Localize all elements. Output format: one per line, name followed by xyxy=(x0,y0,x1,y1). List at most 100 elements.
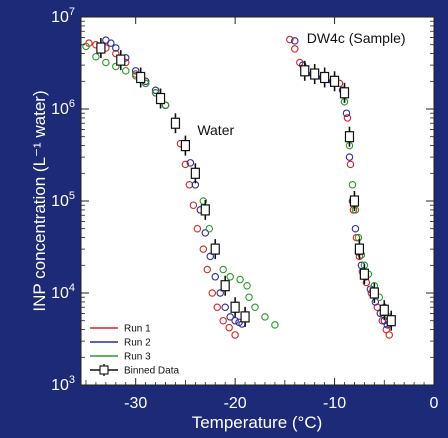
data-marks xyxy=(82,35,396,339)
binned-point xyxy=(386,310,396,331)
data-point xyxy=(352,233,361,242)
data-point xyxy=(112,49,120,58)
data-point xyxy=(231,331,239,339)
data-point xyxy=(121,67,130,75)
data-point xyxy=(226,313,234,321)
data-point xyxy=(203,265,212,274)
binned-marker xyxy=(155,92,166,105)
data-point xyxy=(205,224,214,233)
binned-point xyxy=(116,50,126,71)
data-point xyxy=(213,303,221,312)
binned-marker xyxy=(320,71,330,84)
binned-marker xyxy=(386,315,396,327)
x-tick-label: 0 xyxy=(430,395,439,412)
binned-marker xyxy=(310,68,320,80)
data-point xyxy=(112,44,120,52)
legend: Run 1 Run 2 Run 3 Binned Data xyxy=(90,324,179,377)
binned-point xyxy=(354,239,365,260)
y-axis-title: INP concentration (L⁻¹ water) xyxy=(30,90,49,311)
data-point xyxy=(141,79,150,88)
x-tick-label: -20 xyxy=(224,395,247,412)
data-point xyxy=(189,201,198,209)
binned-marker xyxy=(170,117,181,129)
binned-marker xyxy=(349,195,360,207)
binned-point xyxy=(320,67,330,88)
data-point xyxy=(193,224,202,233)
data-point xyxy=(348,181,357,189)
binned-point xyxy=(210,239,220,260)
series-binned-data xyxy=(96,38,396,331)
data-point xyxy=(261,313,269,321)
binned-marker xyxy=(200,204,210,216)
binned-marker xyxy=(180,140,191,152)
data-point xyxy=(345,153,354,161)
data-point xyxy=(385,331,394,339)
binned-point xyxy=(300,60,310,81)
binned-marker xyxy=(230,301,240,313)
legend-label: Run 3 xyxy=(124,352,151,363)
binned-point xyxy=(230,297,240,318)
legend-item: Run 1 xyxy=(90,324,151,335)
series-run-3 xyxy=(82,42,393,329)
data-point xyxy=(102,58,110,67)
binned-point xyxy=(369,283,379,303)
binned-marker xyxy=(136,71,146,84)
y-tick-label: 106 xyxy=(51,98,75,118)
legend-label: Binned Data xyxy=(124,366,179,377)
x-axis-title: Temperature (°C) xyxy=(192,413,323,432)
data-point xyxy=(112,62,120,71)
binned-point xyxy=(359,264,369,285)
legend-item: Binned Data xyxy=(90,364,179,377)
data-point xyxy=(219,265,227,274)
legend-swatch-marker xyxy=(99,365,109,375)
y-tick-label: 107 xyxy=(51,6,75,26)
binned-marker xyxy=(339,87,350,99)
data-point xyxy=(186,159,195,167)
data-point xyxy=(343,114,352,122)
data-point xyxy=(208,289,217,297)
data-point xyxy=(291,45,299,53)
data-point xyxy=(378,316,387,325)
binned-point xyxy=(200,199,210,220)
binned-marker xyxy=(96,42,106,54)
binned-marker xyxy=(210,243,220,255)
binned-marker xyxy=(359,268,369,280)
data-point xyxy=(371,298,380,306)
binned-point xyxy=(190,163,200,184)
annotation: DW4c (Sample) xyxy=(307,30,406,46)
data-point xyxy=(181,160,190,169)
data-point xyxy=(291,37,299,45)
axes: -30 -20 -10 0 103 104 105 106 107 xyxy=(51,6,438,412)
binned-marker xyxy=(220,280,230,292)
binned-marker xyxy=(379,304,389,316)
binned-marker xyxy=(329,75,340,87)
y-tick-label: 104 xyxy=(51,282,75,302)
data-point xyxy=(151,86,160,94)
binned-marker xyxy=(116,54,126,66)
data-point xyxy=(161,101,170,109)
legend-item: Run 3 xyxy=(90,352,151,363)
legend-item: Run 2 xyxy=(90,338,151,349)
y-tick-label: 105 xyxy=(51,190,75,210)
data-point xyxy=(216,289,224,297)
binned-point xyxy=(310,64,320,85)
data-point xyxy=(245,293,253,301)
data-point xyxy=(107,39,115,47)
binned-point xyxy=(379,300,389,321)
binned-point xyxy=(170,113,181,134)
binned-point xyxy=(220,275,230,296)
binned-point xyxy=(329,71,340,92)
data-point xyxy=(351,224,360,233)
x-tick-label: -30 xyxy=(124,395,147,412)
binned-point xyxy=(180,135,191,156)
data-point xyxy=(199,245,208,253)
data-point xyxy=(206,252,215,261)
binned-point xyxy=(344,126,355,147)
data-point xyxy=(342,109,351,117)
binned-point xyxy=(136,67,146,88)
binned-point xyxy=(155,88,166,109)
data-point xyxy=(131,67,140,75)
data-point xyxy=(236,275,244,284)
data-point xyxy=(219,316,227,325)
